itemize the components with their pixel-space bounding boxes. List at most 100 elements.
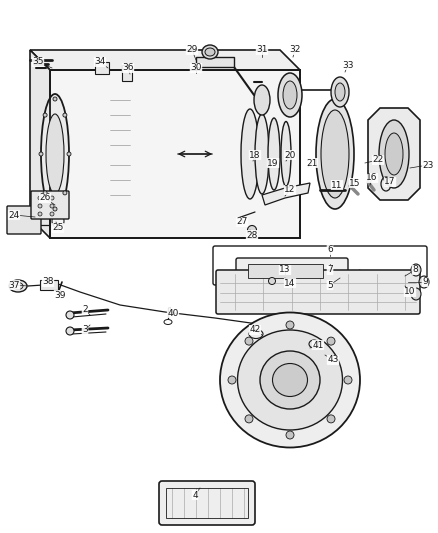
- Text: 8: 8: [412, 265, 418, 274]
- Ellipse shape: [268, 118, 280, 190]
- Text: 2: 2: [82, 305, 88, 314]
- Polygon shape: [30, 50, 300, 70]
- Ellipse shape: [335, 83, 345, 101]
- Text: 17: 17: [384, 177, 396, 187]
- Text: 29: 29: [186, 45, 198, 54]
- Text: 26: 26: [39, 193, 51, 203]
- Ellipse shape: [66, 327, 74, 335]
- Ellipse shape: [411, 264, 421, 276]
- Ellipse shape: [43, 113, 47, 117]
- Ellipse shape: [281, 122, 291, 187]
- Polygon shape: [30, 50, 50, 238]
- Text: 14: 14: [284, 279, 296, 287]
- Ellipse shape: [245, 337, 253, 345]
- Ellipse shape: [327, 415, 335, 423]
- Ellipse shape: [38, 212, 42, 216]
- Ellipse shape: [254, 85, 270, 115]
- Ellipse shape: [13, 282, 23, 289]
- Text: 39: 39: [54, 290, 66, 300]
- Bar: [166, 488, 248, 518]
- Ellipse shape: [63, 191, 67, 195]
- Text: 21: 21: [306, 158, 318, 167]
- Ellipse shape: [241, 109, 259, 199]
- FancyBboxPatch shape: [216, 270, 420, 314]
- Ellipse shape: [247, 225, 257, 235]
- Text: 23: 23: [422, 160, 434, 169]
- Bar: [50, 70, 300, 238]
- Ellipse shape: [50, 204, 54, 208]
- Text: 6: 6: [327, 246, 333, 254]
- Text: 41: 41: [312, 341, 324, 350]
- Polygon shape: [262, 183, 310, 205]
- Ellipse shape: [331, 77, 349, 107]
- Text: 38: 38: [42, 278, 54, 287]
- Text: 25: 25: [52, 223, 64, 232]
- Text: 40: 40: [167, 309, 179, 318]
- Ellipse shape: [419, 276, 429, 288]
- Text: 43: 43: [327, 356, 339, 365]
- Text: 13: 13: [279, 265, 291, 274]
- Text: 15: 15: [349, 179, 361, 188]
- Text: 27: 27: [237, 217, 247, 227]
- Ellipse shape: [268, 278, 276, 285]
- Text: 36: 36: [122, 63, 134, 72]
- FancyBboxPatch shape: [31, 191, 69, 219]
- Text: 18: 18: [249, 150, 261, 159]
- Text: 35: 35: [32, 58, 44, 67]
- Text: 24: 24: [8, 211, 20, 220]
- Bar: [196, 57, 234, 67]
- Text: 42: 42: [249, 326, 261, 335]
- Bar: [248, 264, 323, 278]
- Ellipse shape: [228, 376, 236, 384]
- Bar: [95, 62, 109, 74]
- Text: 28: 28: [246, 230, 258, 239]
- Text: 32: 32: [290, 45, 301, 54]
- Bar: [40, 280, 58, 290]
- Text: 37: 37: [8, 280, 20, 289]
- Ellipse shape: [344, 376, 352, 384]
- Ellipse shape: [63, 113, 67, 117]
- Ellipse shape: [286, 431, 294, 439]
- Ellipse shape: [411, 288, 421, 300]
- Text: 16: 16: [366, 174, 378, 182]
- Ellipse shape: [43, 191, 47, 195]
- Ellipse shape: [321, 110, 349, 198]
- Text: 33: 33: [342, 61, 354, 69]
- Text: 30: 30: [190, 63, 202, 72]
- FancyBboxPatch shape: [7, 206, 41, 234]
- Ellipse shape: [66, 311, 74, 319]
- Ellipse shape: [237, 330, 343, 430]
- Text: 10: 10: [404, 287, 416, 296]
- Ellipse shape: [67, 152, 71, 156]
- Text: 4: 4: [192, 490, 198, 499]
- Ellipse shape: [272, 364, 307, 397]
- Ellipse shape: [39, 152, 43, 156]
- Ellipse shape: [260, 351, 320, 409]
- Ellipse shape: [46, 114, 64, 194]
- Ellipse shape: [220, 312, 360, 448]
- Ellipse shape: [41, 94, 69, 214]
- Ellipse shape: [38, 204, 42, 208]
- Text: 7: 7: [327, 265, 333, 274]
- Ellipse shape: [9, 280, 27, 292]
- Ellipse shape: [53, 97, 57, 101]
- Ellipse shape: [245, 415, 253, 423]
- Text: 3: 3: [82, 326, 88, 335]
- Text: 22: 22: [372, 156, 384, 165]
- Ellipse shape: [283, 81, 297, 109]
- Ellipse shape: [53, 207, 57, 211]
- Text: 9: 9: [422, 278, 428, 287]
- FancyBboxPatch shape: [236, 258, 348, 284]
- Text: 12: 12: [284, 185, 296, 195]
- Ellipse shape: [202, 45, 218, 59]
- Ellipse shape: [255, 114, 269, 194]
- Ellipse shape: [379, 120, 409, 188]
- FancyBboxPatch shape: [159, 481, 255, 525]
- Text: 19: 19: [267, 158, 279, 167]
- Ellipse shape: [38, 196, 42, 200]
- Ellipse shape: [278, 73, 302, 117]
- Polygon shape: [368, 108, 420, 200]
- Ellipse shape: [327, 337, 335, 345]
- Ellipse shape: [316, 99, 354, 209]
- Ellipse shape: [385, 133, 403, 175]
